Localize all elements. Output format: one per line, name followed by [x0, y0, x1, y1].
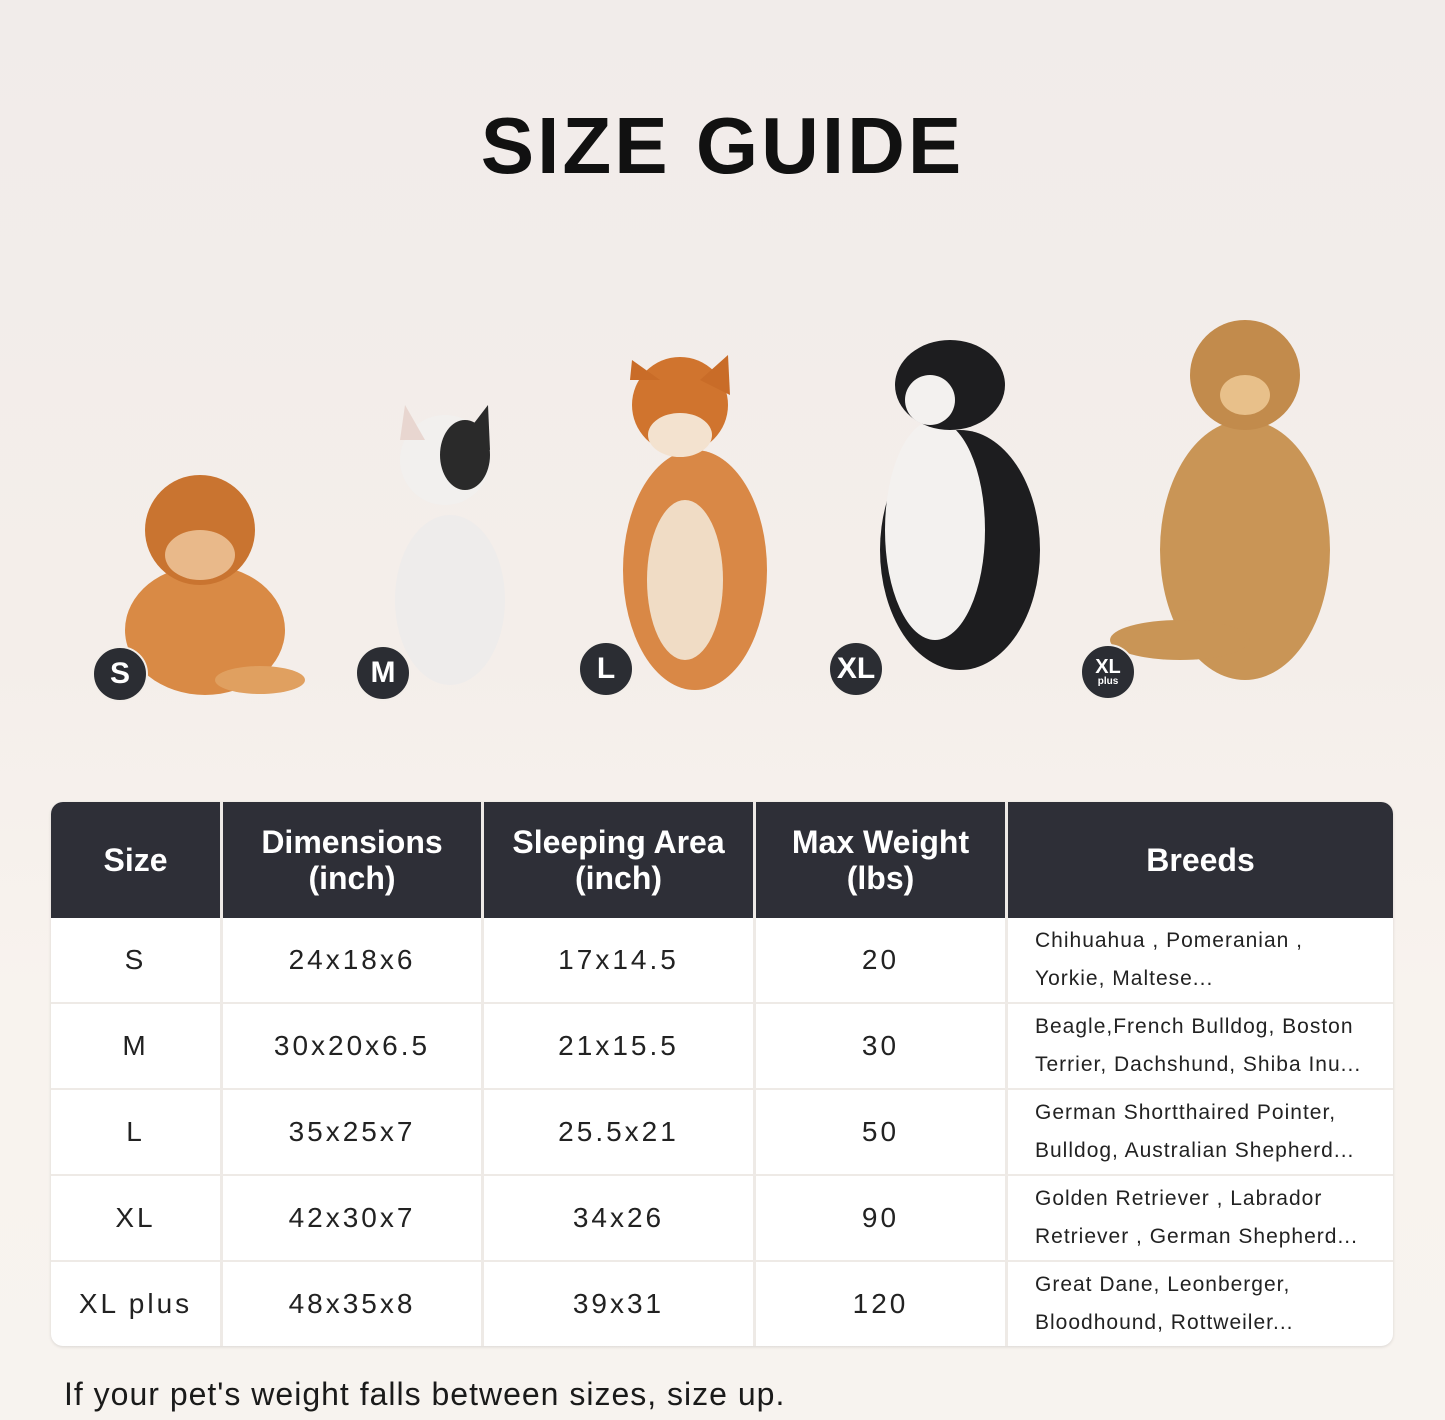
- cell-sleeping-area: 39x31: [484, 1260, 756, 1346]
- header-max-weight: Max Weight (lbs): [756, 802, 1008, 918]
- badge-label: XL: [1095, 656, 1121, 678]
- cell-sleeping-area: 34x26: [484, 1174, 756, 1260]
- cell-dimensions: 42x30x7: [223, 1174, 484, 1260]
- cell-breeds: Beagle,French Bulldog, Boston Terrier, Da…: [1008, 1002, 1393, 1088]
- header-size: Size: [51, 802, 223, 918]
- table-row: M 30x20x6.5 21x15.5 30 Beagle,French Bulldog…: [51, 1002, 1393, 1088]
- size-badge-l: L: [578, 641, 634, 697]
- badge-label: L: [596, 652, 616, 685]
- header-breeds: Breeds: [1008, 802, 1393, 918]
- breeds-line: Bloodhound, Rottweiler...: [1035, 1311, 1294, 1334]
- french-bulldog-image: [395, 405, 505, 685]
- size-table: Size Dimensions (inch) Sleeping Area (inch…: [51, 802, 1393, 1346]
- cell-dimensions: 24x18x6: [223, 918, 484, 1002]
- border-collie-image: [880, 340, 1040, 670]
- breeds-line: Great Dane, Leonberger,: [1035, 1273, 1291, 1296]
- cell-max-weight: 50: [756, 1088, 1008, 1174]
- breeds-line: Yorkie, Maltese...: [1035, 967, 1214, 990]
- cell-breeds: German Shortthaired Pointer, Bulldog, Aus…: [1008, 1088, 1393, 1174]
- golden-retriever-image: [1110, 320, 1330, 680]
- pomeranian-image: [125, 475, 305, 695]
- breeds-line: Chihuahua , Pomeranian ,: [1035, 929, 1303, 952]
- size-badge-m: M: [355, 645, 411, 701]
- cell-sleeping-area: 25.5x21: [484, 1088, 756, 1174]
- breeds-line: Beagle,French Bulldog, Boston: [1035, 1015, 1354, 1038]
- cell-max-weight: 30: [756, 1002, 1008, 1088]
- page-title: SIZE GUIDE: [480, 101, 965, 190]
- table-header-row: Size Dimensions (inch) Sleeping Area (inch…: [51, 802, 1393, 918]
- cell-dimensions: 48x35x8: [223, 1260, 484, 1346]
- table-row: L 35x25x7 25.5x21 50 German Shortthaired Poi…: [51, 1088, 1393, 1174]
- cell-size: XL plus: [51, 1260, 223, 1346]
- cell-breeds: Great Dane, Leonberger, Bloodhound, Rottw…: [1008, 1260, 1393, 1346]
- header-dimensions: Dimensions (inch): [223, 802, 484, 918]
- breeds-line: Bulldog, Australian Shepherd...: [1035, 1139, 1355, 1162]
- breeds-line: Terrier, Dachshund, Shiba Inu...: [1035, 1053, 1362, 1076]
- cell-breeds: Chihuahua , Pomeranian , Yorkie, Maltese.…: [1008, 918, 1393, 1002]
- cell-sleeping-area: 21x15.5: [484, 1002, 756, 1088]
- breeds-line: Golden Retriever , Labrador: [1035, 1187, 1323, 1210]
- cell-max-weight: 20: [756, 918, 1008, 1002]
- cell-size: S: [51, 918, 223, 1002]
- table-row: XL plus 48x35x8 39x31 120 Great Dane, Leonbe…: [51, 1260, 1393, 1346]
- size-badge-s: S: [92, 646, 148, 702]
- cell-dimensions: 35x25x7: [223, 1088, 484, 1174]
- cell-size: M: [51, 1002, 223, 1088]
- cell-breeds: Golden Retriever , Labrador Retriever , G…: [1008, 1174, 1393, 1260]
- shiba-inu-image: [623, 355, 767, 690]
- breeds-line: German Shortthaired Pointer,: [1035, 1101, 1337, 1124]
- table-row: S 24x18x6 17x14.5 20 Chihuahua , Pomeranian …: [51, 918, 1393, 1002]
- cell-sleeping-area: 17x14.5: [484, 918, 756, 1002]
- size-up-note: If your pet's weight falls between sizes…: [64, 1376, 786, 1412]
- table-row: XL 42x30x7 34x26 90 Golden Retriever , Labra…: [51, 1174, 1393, 1260]
- badge-label: S: [109, 657, 130, 690]
- cell-dimensions: 30x20x6.5: [223, 1002, 484, 1088]
- header-sleeping-area: Sleeping Area (inch): [484, 802, 756, 918]
- cell-size: XL: [51, 1174, 223, 1260]
- dogs-illustration: [125, 320, 1330, 695]
- size-badge-xl-plus: XL plus: [1080, 644, 1136, 700]
- badge-label: XL: [836, 652, 876, 685]
- breeds-line: Retriever , German Shepherd...: [1035, 1225, 1358, 1248]
- size-badge-xl: XL: [828, 641, 884, 697]
- cell-size: L: [51, 1088, 223, 1174]
- badge-label: M: [370, 656, 396, 689]
- badge-sublabel: plus: [1097, 676, 1119, 687]
- cell-max-weight: 120: [756, 1260, 1008, 1346]
- cell-max-weight: 90: [756, 1174, 1008, 1260]
